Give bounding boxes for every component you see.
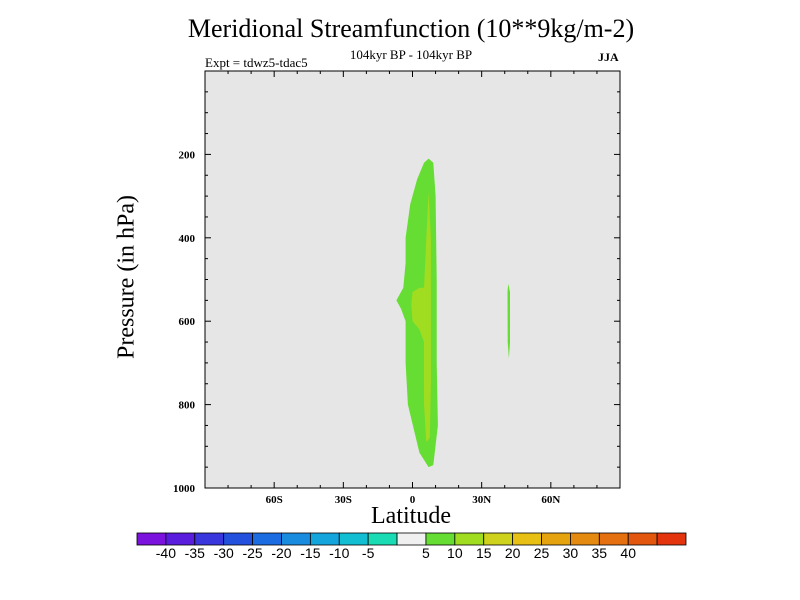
- y-tick-label: 200: [179, 149, 196, 161]
- colorbar-swatch: [367, 532, 398, 546]
- colorbar-swatch: [541, 532, 571, 546]
- season-label: JJA: [598, 50, 619, 64]
- colorbar-label: -5: [362, 545, 375, 561]
- colorbar-swatch: [338, 532, 369, 546]
- colorbar-swatch: [570, 532, 600, 546]
- chart-title: Meridional Streamfunction (10**9kg/m-2): [187, 14, 635, 43]
- x-tick-label: 0: [410, 494, 416, 506]
- colorbar-swatch: [223, 532, 253, 546]
- colorbar-label: -10: [329, 545, 349, 561]
- colorbar-label: -30: [214, 545, 234, 561]
- y-tick-label: 800: [179, 400, 196, 412]
- contour-region-2: [507, 283, 510, 359]
- colorbar-swatch: [281, 532, 311, 546]
- colorbar-label: 40: [620, 545, 636, 561]
- x-tick-label: 60N: [541, 494, 560, 506]
- colorbar-swatch: [425, 532, 456, 546]
- colorbar-swatch: [136, 532, 167, 546]
- colorbar-swatch: [656, 532, 687, 546]
- y-tick-label: 1000: [173, 483, 196, 495]
- colorbar-label: -40: [156, 545, 176, 561]
- colorbar-label: -20: [271, 545, 291, 561]
- x-tick-label: 30N: [472, 494, 491, 506]
- colorbar-label: -35: [185, 545, 205, 561]
- colorbar-label: -25: [242, 545, 262, 561]
- colorbar-label: 10: [447, 545, 463, 561]
- colorbar-swatch: [598, 532, 629, 546]
- experiment-label: Expt = tdwz5-tdac5: [205, 55, 308, 70]
- colorbar-label: 15: [476, 545, 492, 561]
- colorbar-label: 25: [534, 545, 550, 561]
- colorbar-swatch: [252, 532, 282, 546]
- y-tick-label: 400: [179, 233, 196, 245]
- x-tick-label: 30S: [335, 494, 352, 506]
- x-tick-label: 60S: [266, 494, 283, 506]
- colorbar-label: 35: [592, 545, 608, 561]
- colorbar-swatch: [483, 532, 514, 546]
- y-tick-label: 600: [179, 316, 196, 328]
- colorbar-label: 30: [563, 545, 579, 561]
- colorbar-swatch: [627, 532, 658, 546]
- colorbar-swatch: [396, 532, 427, 546]
- colorbar-swatch: [454, 532, 485, 546]
- contour-region-1: [411, 191, 431, 443]
- colorbar-swatch: [512, 532, 542, 546]
- colorbar-label: -15: [300, 545, 320, 561]
- x-axis-label: Latitude: [371, 503, 451, 529]
- chart-subtitle: 104kyr BP - 104kyr BP: [349, 47, 473, 62]
- colorbar-swatch: [165, 532, 196, 546]
- colorbar-label: 20: [505, 545, 521, 561]
- colorbar-swatch: [309, 532, 340, 546]
- colorbar-label: 5: [422, 545, 430, 561]
- colorbar-swatch: [194, 532, 225, 546]
